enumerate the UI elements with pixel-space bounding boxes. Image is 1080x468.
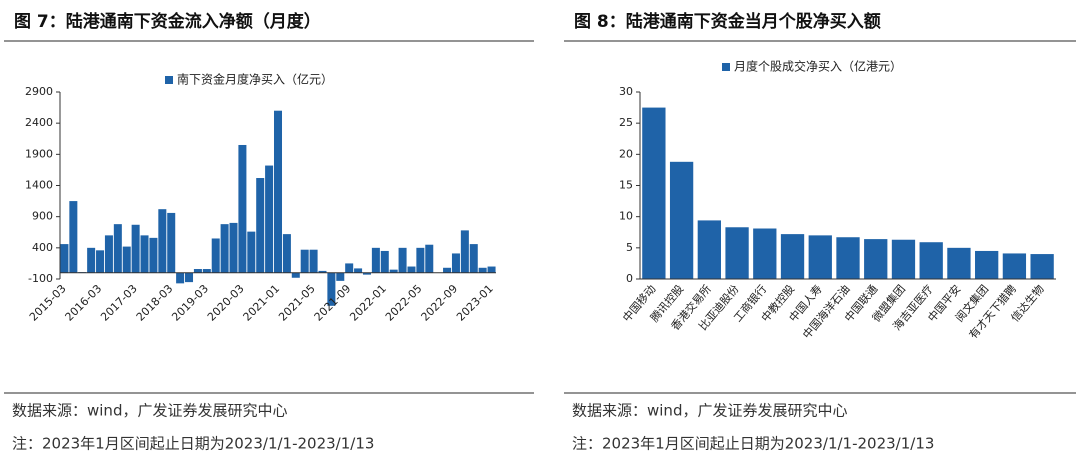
y-tick-label: 400: [32, 241, 53, 254]
bar: [256, 178, 265, 273]
y-tick-label: 1900: [25, 147, 53, 160]
bar: [451, 253, 460, 273]
y-tick-label: 1400: [25, 179, 53, 192]
bar: [273, 110, 283, 273]
x-tick-label: 2021-05: [276, 282, 318, 324]
bar: [185, 272, 194, 283]
bar: [891, 239, 916, 279]
y-tick-label: -100: [28, 272, 53, 285]
bar: [265, 165, 274, 273]
bar: [291, 272, 300, 278]
bar: [318, 270, 327, 273]
bar: [309, 249, 318, 273]
bar: [60, 244, 69, 273]
panel-title: 图 7：陆港通南下资金流入净额（月度）: [14, 11, 321, 32]
bar: [96, 250, 105, 273]
x-tick-label: 2020-03: [205, 282, 247, 324]
y-tick-label: 25: [619, 116, 633, 129]
bar: [282, 234, 291, 273]
bar: [469, 244, 478, 273]
bar: [864, 239, 888, 279]
legend-swatch: [722, 63, 730, 71]
bar: [919, 242, 943, 279]
bar: [176, 272, 185, 284]
legend-label: 南下资金月度净买入（亿元）: [177, 72, 333, 87]
bar: [487, 266, 496, 273]
bar: [113, 224, 122, 273]
bar: [131, 224, 140, 273]
bar: [362, 272, 371, 275]
bar: [380, 250, 389, 273]
bar: [389, 269, 398, 273]
bar: [167, 212, 176, 273]
y-tick-label: 20: [619, 147, 633, 160]
bar: [300, 249, 309, 273]
bar: [460, 230, 469, 273]
bar: [398, 247, 407, 273]
bar: [975, 250, 999, 279]
bar: [697, 220, 721, 279]
y-tick-label: 0: [626, 272, 633, 285]
bar: [229, 222, 238, 273]
bar: [425, 244, 434, 273]
bar: [327, 272, 336, 306]
bar: [122, 246, 131, 273]
y-tick-label: 900: [32, 210, 53, 223]
x-tick-label: 2021-01: [241, 282, 283, 324]
legend-swatch: [165, 76, 173, 84]
note: 注：2023年1月区间起止日期为2023/1/1-2023/1/13: [12, 435, 374, 453]
x-tick-label: 2022-09: [419, 282, 461, 324]
y-tick-label: 5: [626, 241, 633, 254]
x-tick-label: 2016-03: [63, 282, 105, 324]
bar: [808, 235, 832, 279]
bar: [725, 227, 749, 279]
bar: [780, 234, 805, 279]
bar: [336, 272, 345, 281]
y-tick-label: 2900: [25, 85, 53, 98]
bar: [69, 201, 78, 273]
x-tick-label: 2017-03: [98, 282, 140, 324]
bar: [87, 247, 96, 273]
bar: [947, 247, 971, 279]
bar: [202, 269, 211, 273]
bar: [193, 269, 202, 273]
bar: [836, 237, 860, 279]
bar: [104, 235, 113, 273]
bar: [407, 266, 416, 273]
x-tick-label: 2018-03: [134, 282, 176, 324]
y-tick-label: 10: [619, 210, 633, 223]
bar: [416, 247, 425, 273]
x-tick-label: 2023-01: [454, 282, 496, 324]
y-tick-label: 2400: [25, 116, 53, 129]
bar: [149, 237, 158, 273]
y-tick-label: 15: [619, 179, 633, 192]
bar: [753, 228, 777, 279]
bar: [354, 268, 363, 273]
bar: [140, 235, 149, 273]
bar: [478, 267, 487, 273]
bar: [1002, 253, 1027, 279]
bar: [443, 267, 452, 273]
bar: [220, 224, 229, 273]
y-tick-label: 30: [619, 85, 633, 98]
x-tick-label: 2015-03: [27, 282, 69, 324]
bar: [247, 231, 256, 273]
legend-label: 月度个股成交净买入（亿港元）: [734, 59, 902, 74]
bar: [238, 144, 247, 273]
bar: [211, 238, 220, 273]
note: 注：2023年1月区间起止日期为2023/1/1-2023/1/13: [572, 435, 934, 453]
x-tick-label: 2019-03: [169, 282, 211, 324]
bar: [345, 263, 354, 273]
bar: [669, 161, 694, 279]
bar: [642, 107, 666, 279]
x-tick-label: 2022-05: [383, 282, 425, 324]
source: 数据来源：wind，广发证券发展研究中心: [572, 402, 847, 420]
source: 数据来源：wind，广发证券发展研究中心: [12, 402, 287, 420]
x-tick-label: 2022-01: [347, 282, 389, 324]
bar: [158, 209, 167, 273]
panel-title: 图 8：陆港通南下资金当月个股净买入额: [574, 11, 881, 32]
bar: [1030, 254, 1054, 279]
bar: [371, 247, 380, 273]
